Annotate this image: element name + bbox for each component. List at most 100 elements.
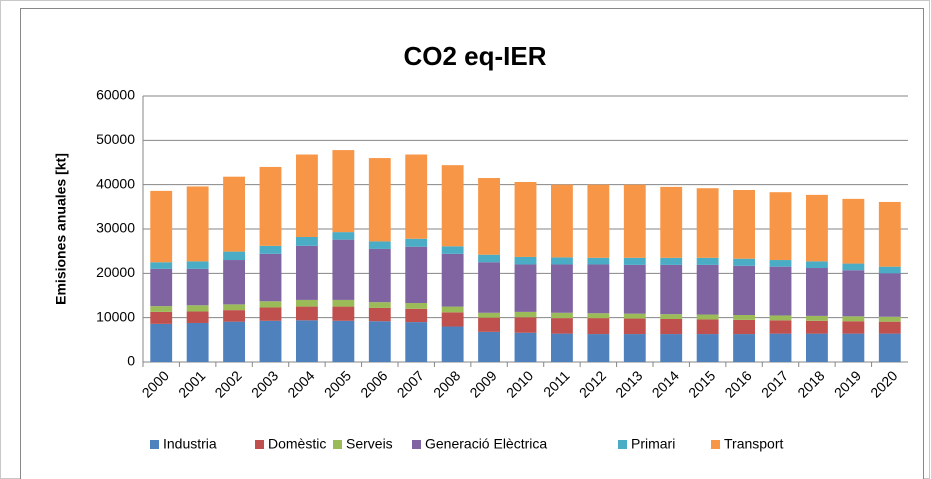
bar-segment [551,184,573,258]
bar-segment [223,310,245,322]
bar-segment [587,318,610,335]
bar-segment [150,306,173,312]
bar-segment [842,263,865,271]
bar-segment [223,176,245,252]
bar-segment [806,315,828,321]
bar-segment [441,165,464,247]
bar-segment [733,189,755,259]
bar-segment [478,254,500,263]
bar-segment [696,188,719,258]
bar-segment [769,266,792,316]
bar-segment [514,264,537,312]
bar-segment [769,333,792,362]
bar-segment [514,332,537,362]
bar-segment [150,190,173,263]
bar-segment [696,257,719,265]
bar-segment [441,312,464,327]
bar-segment [150,311,173,324]
bar-segment [186,186,209,262]
bar-segment [186,322,209,362]
bar-segment [733,334,755,362]
bar-segment [441,326,464,362]
bar-segment [878,321,901,334]
bar-segment [769,315,792,321]
bar-segment [405,246,428,304]
bar-segment [733,315,755,320]
bar-segment [368,241,391,249]
bar-segment [186,261,209,269]
chart-title: CO2 eq-IER [403,41,546,71]
bar-segment [296,245,318,300]
bar-segment [769,320,792,334]
bar-segment [332,306,355,321]
bar-segment [806,194,828,262]
bar-segment [150,323,173,362]
bar-segment [587,334,610,362]
bar-segment [296,236,318,246]
bar-segment [769,192,792,261]
bar-segment [806,333,828,362]
bar-segment [806,268,828,316]
bar-segment [551,257,573,265]
bar-segment [696,334,719,362]
bar-segment [587,313,610,319]
y-tick-label: 10000 [96,308,135,324]
bar-segment [332,239,355,300]
bar-segment [696,264,719,315]
bar-segment [259,307,282,321]
bar-segment [806,261,828,269]
bar-segment [478,178,500,255]
bar-segment [332,232,355,240]
bar-segment [660,257,683,265]
bar-segment [623,313,646,319]
bar-segment [842,321,865,334]
bar-segment [368,302,391,308]
bar-segment [878,333,901,362]
bar-segment [223,304,245,311]
bar-segment [259,166,282,246]
bar-segment [223,260,245,305]
bar-segment [733,258,755,266]
y-tick-label: 0 [127,353,135,369]
legend-label: Industria [163,436,217,452]
bar-segment [842,333,865,362]
bar-segment [259,245,282,254]
bar-segment [551,312,573,319]
y-tick-label: 20000 [96,264,135,280]
y-tick-label: 60000 [96,87,135,103]
bar-segment [623,257,646,265]
bar-segment [769,260,792,267]
bar-segment [296,154,318,237]
bar-segment [405,238,428,247]
bar-segment [259,253,282,302]
legend-swatch [150,440,159,449]
bar-segment [660,314,683,319]
bar-segment [259,301,282,308]
bar-segment [587,264,610,314]
bar-segment [259,320,282,362]
legend-swatch [618,440,627,449]
bar-segment [514,182,537,257]
bar-segment [223,321,245,362]
bar-segment [696,314,719,320]
bar-segment [733,319,755,335]
legend-label: Serveis [346,436,393,452]
bar-segment [332,299,355,307]
bar-segment [733,265,755,316]
bar-segment [660,334,683,362]
bar-segment [878,201,901,267]
bar-segment [441,306,464,313]
bar-segment [478,331,500,362]
bar-segment [405,154,428,239]
bar-segment [660,264,683,315]
bar-segment [587,257,610,265]
bar-segment [878,266,901,274]
bar-segment [842,270,865,317]
bar-segment [878,316,901,322]
legend-swatch [412,440,421,449]
bar-segment [150,268,173,307]
bar-segment [296,306,318,321]
bar-segment [842,198,865,264]
bar-segment [368,321,391,362]
legend-swatch [255,440,264,449]
